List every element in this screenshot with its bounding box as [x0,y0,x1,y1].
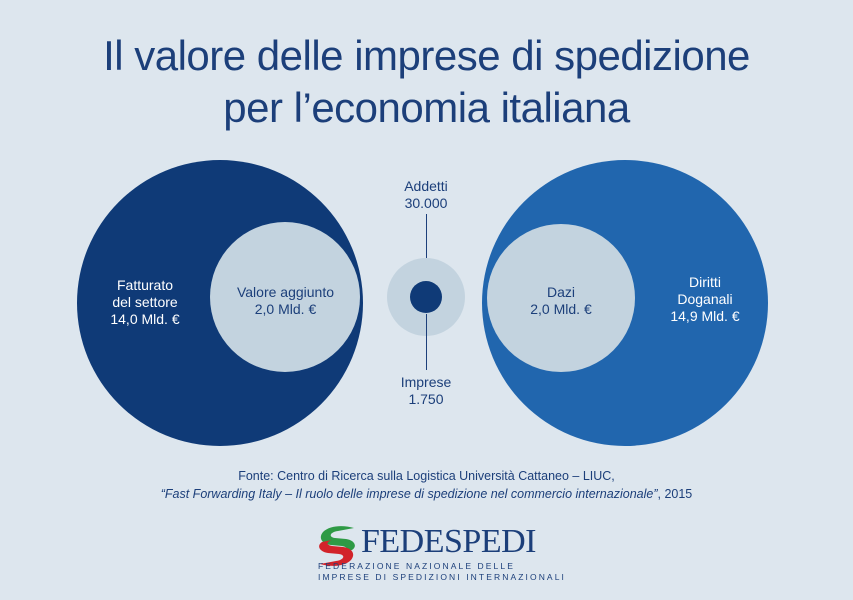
logo-subtitle-line-1: FEDERAZIONE NAZIONALE DELLE [318,561,515,571]
title-line-1: Il valore delle imprese di spedizione [103,32,750,79]
addetti-label: Addetti 30.000 [376,178,476,212]
fatturato-label-line-2: del settore [112,294,178,310]
source-line-2: “Fast Forwarding Italy – Il ruolo delle … [0,485,853,503]
addetti-value: 30.000 [404,195,448,211]
diritti-doganali-label: Diritti Doganali 14,9 Mld. € [655,274,755,325]
diritti-doganali-label-line-2: Doganali [677,291,733,307]
addetti-connector-line [426,214,427,258]
imprese-label-line-1: Imprese [400,374,452,390]
dazi-label-line-1: Dazi [546,284,575,300]
logo-subtitle-line-2: IMPRESE DI SPEDIZIONI INTERNAZIONALI [318,572,566,582]
source-line-1: Fonte: Centro di Ricerca sulla Logistica… [238,469,615,483]
valore-aggiunto-value: 2,0 Mld. € [254,301,317,317]
fedespedi-logo-icon [319,526,355,566]
page-title: Il valore delle imprese di spedizione pe… [0,30,853,134]
fatturato-label: Fatturato del settore 14,0 Mld. € [95,277,195,328]
logo-subtitle: FEDERAZIONE NAZIONALE DELLE IMPRESE DI S… [318,561,566,583]
imprese-value: 1.750 [408,391,444,407]
valore-aggiunto-circle [210,222,360,372]
valore-aggiunto-label-line-1: Valore aggiunto [236,284,335,300]
imprese-dot [410,281,442,313]
valore-aggiunto-label: Valore aggiunto 2,0 Mld. € [228,284,343,318]
source-note: Fonte: Centro di Ricerca sulla Logistica… [0,467,853,503]
dazi-label: Dazi 2,0 Mld. € [516,284,606,318]
imprese-label: Imprese 1.750 [376,374,476,408]
imprese-connector-line [426,314,427,370]
diritti-doganali-value: 14,9 Mld. € [670,308,740,324]
fatturato-value: 14,0 Mld. € [110,311,180,327]
fatturato-label-line-1: Fatturato [116,277,174,293]
source-year: , 2015 [657,487,693,501]
source-title: “Fast Forwarding Italy – Il ruolo delle … [160,487,658,501]
dazi-circle [487,224,635,372]
logo-name: FEDESPEDI [361,523,536,560]
addetti-label-line-1: Addetti [404,178,448,194]
title-line-2: per l’economia italiana [223,84,630,131]
diritti-doganali-label-line-1: Diritti [689,274,721,290]
dazi-value: 2,0 Mld. € [530,301,592,317]
